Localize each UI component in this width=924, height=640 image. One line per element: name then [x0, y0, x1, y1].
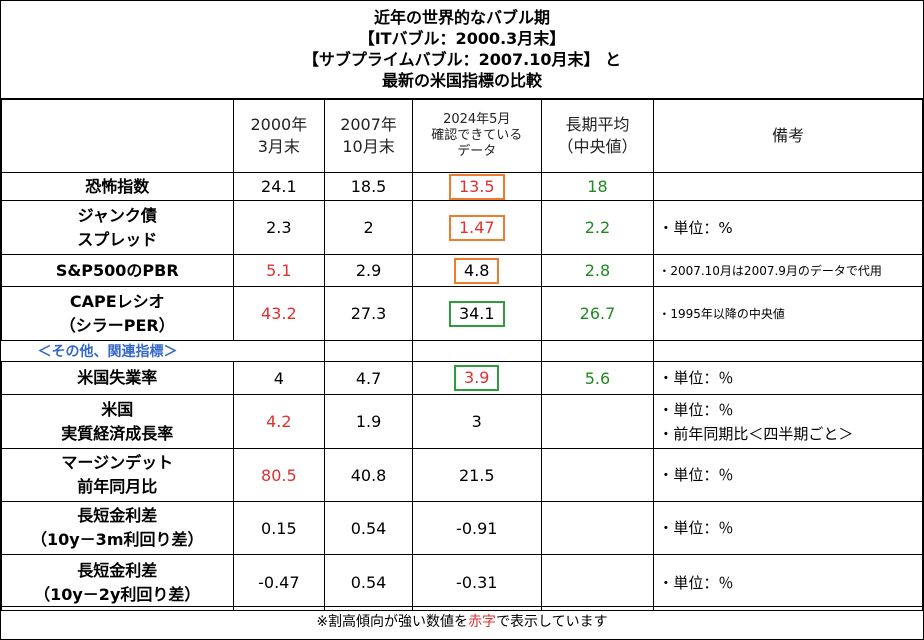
value-2007: 40.8 — [324, 448, 413, 502]
value-2024: 13.5 — [411, 172, 542, 201]
value-average: 18 — [540, 172, 655, 201]
value-2024: -0.31 — [411, 554, 542, 611]
header-notes: 備考 — [653, 99, 923, 173]
header-2007: 2007年 10月末 — [324, 99, 413, 173]
row-label: 米国失業率 — [1, 361, 234, 395]
highlight-box: 13.5 — [448, 173, 505, 200]
header-row: 2000年 3月末 2007年 10月末 2024年5月 確認できている データ 長期平… — [1, 99, 923, 173]
footnote-red-word: 赤字 — [468, 614, 497, 630]
highlight-box: 34.1 — [448, 300, 505, 327]
value-2000: 24.1 — [232, 172, 326, 201]
value-average: 5.6 — [540, 361, 655, 395]
row-label: S&P500のPBR — [1, 254, 234, 287]
value-2000: 43.2 — [232, 286, 326, 341]
title-line-1: 近年の世界的なバブル期 — [373, 8, 550, 27]
value-2007: 4.7 — [324, 361, 413, 395]
value-2007: 0.54 — [324, 501, 413, 555]
value-2007: 18.5 — [324, 172, 413, 201]
value-2007: 1.9 — [324, 394, 413, 449]
value-2000: 4.2 — [232, 394, 326, 449]
value-2007: 27.3 — [324, 286, 413, 341]
value-2007: 2 — [324, 200, 413, 255]
table-row: 長短金利差 （10y－3m利回り差） 0.15 0.54 -0.91 ・単位：％ — [1, 501, 923, 555]
value-2024: 4.8 — [411, 254, 542, 287]
row-note: ・単位：％ — [653, 448, 923, 502]
header-2000: 2000年 3月末 — [232, 99, 326, 173]
header-2024: 2024年5月 確認できている データ — [411, 99, 542, 173]
table-row: S&P500のPBR 5.1 2.9 4.8 2.8 ・2007.10月は200… — [1, 254, 923, 287]
highlight-box: 4.8 — [454, 257, 500, 284]
value-2000: 4 — [232, 361, 326, 395]
row-label: 長短金利差 （10y－2y利回り差） — [1, 554, 234, 611]
table-row: 恐怖指数 24.1 18.5 13.5 18 — [1, 172, 923, 201]
row-note — [653, 172, 923, 201]
value-2000: -0.47 — [232, 554, 326, 611]
row-label: CAPEレシオ （シラーPER） — [1, 286, 234, 341]
title-line-2: 【ITバブル：2000.3月末】 — [358, 29, 566, 48]
value-2024: 3.9 — [411, 361, 542, 395]
table-row: 米国失業率 4 4.7 3.9 5.6 ・単位：％ — [1, 361, 923, 395]
row-note: ・単位：％ ・前年同期比＜四半期ごと＞ — [653, 394, 923, 449]
header-long-term-avg: 長期平均 （中央値） — [540, 99, 655, 173]
header-blank — [1, 99, 234, 173]
value-average: 2.8 — [540, 254, 655, 287]
row-note: ・1995年以降の中央値 — [653, 286, 923, 341]
value-average — [540, 394, 655, 449]
value-average: 2.2 — [540, 200, 655, 255]
value-2000: 2.3 — [232, 200, 326, 255]
row-label: マージンデット 前年同月比 — [1, 448, 234, 502]
value-2024: 34.1 — [411, 286, 542, 341]
page-title: 近年の世界的なバブル期 【ITバブル：2000.3月末】 【サブプライムバブル：… — [1, 1, 923, 99]
value-2007: 0.54 — [324, 554, 413, 611]
value-average — [540, 554, 655, 611]
footnote: ※割高傾向が強い数値を赤字で表示しています — [1, 606, 923, 639]
value-2024: 3 — [411, 394, 542, 449]
row-note: ・単位：% — [653, 200, 923, 255]
row-note: ・単位：％ — [653, 554, 923, 611]
value-2000: 80.5 — [232, 448, 326, 502]
title-line-4: 最新の米国指標の比較 — [381, 71, 542, 90]
table-row: マージンデット 前年同月比 80.5 40.8 21.5 ・単位：％ — [1, 448, 923, 502]
row-note: ・単位：％ — [653, 361, 923, 395]
highlight-box: 3.9 — [454, 365, 500, 391]
row-note: ・単位：％ — [653, 501, 923, 555]
value-average: 26.7 — [540, 286, 655, 341]
row-label: 米国 実質経済成長率 — [1, 394, 234, 449]
table-row: CAPEレシオ （シラーPER） 43.2 27.3 34.1 26.7 ・199… — [1, 286, 923, 341]
row-label: 長短金利差 （10y－3m利回り差） — [1, 501, 234, 555]
section-row: ＜その他、関連指標＞ — [1, 340, 923, 362]
highlight-box: 1.47 — [448, 214, 505, 241]
row-label: ジャンク債 スプレッド — [1, 200, 234, 255]
value-2024: 1.47 — [411, 200, 542, 255]
table-row: 米国 実質経済成長率 4.2 1.9 3 ・単位：％ ・前年同期比＜四半期ごと＞ — [1, 394, 923, 449]
value-2000: 5.1 — [232, 254, 326, 287]
value-2024: -0.91 — [411, 501, 542, 555]
title-line-3: 【サブプライムバブル：2007.10月末】 と — [302, 50, 622, 69]
indicator-table: 2000年 3月末 2007年 10月末 2024年5月 確認できている データ 長期平… — [1, 99, 923, 611]
value-average — [540, 501, 655, 555]
table-row: ジャンク債 スプレッド 2.3 2 1.47 2.2 ・単位：% — [1, 200, 923, 255]
value-2007: 2.9 — [324, 254, 413, 287]
table-row: 長短金利差 （10y－2y利回り差） -0.47 0.54 -0.31 ・単位：％ — [1, 554, 923, 611]
section-label: ＜その他、関連指標＞ — [1, 340, 233, 362]
row-note: ・2007.10月は2007.9月のデータで代用 — [653, 254, 923, 287]
row-label: 恐怖指数 — [1, 172, 234, 201]
value-average — [540, 448, 655, 502]
value-2024: 21.5 — [411, 448, 542, 502]
value-2000: 0.15 — [232, 501, 326, 555]
